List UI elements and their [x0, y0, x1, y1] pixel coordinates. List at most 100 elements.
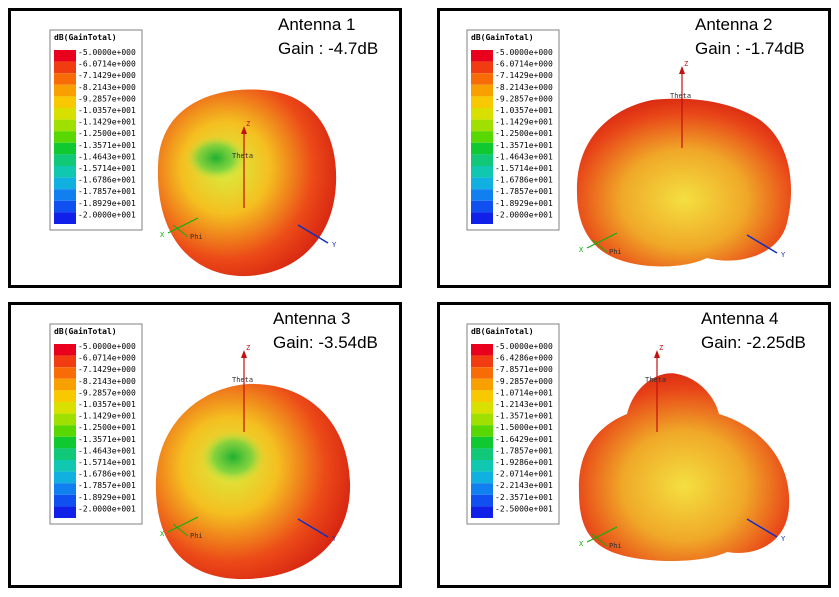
legend-swatch [54, 142, 76, 155]
legend-label: -8.2143e+000 [78, 377, 136, 386]
legend-label: -1.4643e+001 [78, 152, 136, 161]
legend-swatch [471, 96, 493, 108]
x-axis [167, 217, 199, 234]
legend-swatch [471, 448, 493, 460]
panel: Z Theta Y X Phi dB(GainTotal) -5.0000e+000 -6.0… [8, 302, 402, 588]
legend-label: -2.0714e+001 [495, 470, 553, 479]
null-spot [201, 431, 265, 483]
phi-label: Phi [190, 233, 203, 241]
legend-label: -6.0714e+000 [78, 60, 136, 69]
legend-label: -7.8571e+000 [495, 365, 553, 374]
legend-swatch [471, 61, 493, 74]
legend-label: -1.6786e+001 [495, 176, 553, 185]
gain-label: Gain : -1.74dB [695, 39, 805, 58]
phi-arc [591, 239, 608, 253]
legend-label: -1.8929e+001 [495, 199, 553, 208]
legend-label: -6.0714e+000 [495, 60, 553, 69]
gain-label: Gain: -3.54dB [273, 333, 378, 352]
panel: Z Theta Y X Phi dB(GainTotal) -5.0000e+000 -6.0… [8, 8, 402, 288]
legend-swatch [471, 344, 493, 356]
legend-label: -1.6786e+001 [78, 470, 136, 479]
legend-swatch [471, 460, 493, 472]
legend-title: dB(GainTotal) [471, 326, 534, 336]
antenna-title: Antenna 4 [701, 309, 779, 328]
legend-label: -5.0000e+000 [78, 342, 136, 351]
legend-label: -8.2143e+000 [495, 83, 553, 92]
legend-label: -1.8929e+001 [78, 493, 136, 502]
phi-label: Phi [190, 532, 203, 540]
legend-swatch [471, 119, 493, 132]
legend-label: -2.0000e+001 [78, 504, 136, 513]
z-label: Z [246, 120, 250, 128]
x-axis [167, 516, 199, 533]
legend-swatch [54, 108, 76, 120]
legend-swatch [471, 483, 493, 495]
legend-swatch [471, 200, 493, 213]
legend-label: -1.0357e+001 [78, 106, 136, 115]
legend-swatch [54, 355, 76, 368]
legend-swatch [471, 367, 493, 379]
legend-swatch [54, 119, 76, 132]
legend-swatch [54, 367, 76, 379]
z-arrow [241, 126, 247, 134]
legend-label: -5.0000e+000 [495, 48, 553, 57]
legend-label: -1.5714e+001 [495, 164, 553, 173]
legend-swatch [54, 61, 76, 74]
legend-swatch [54, 189, 76, 201]
legend-swatch [471, 73, 493, 85]
antenna-title: Antenna 2 [695, 15, 773, 34]
legend-label: -1.4643e+001 [495, 152, 553, 161]
legend-swatch [471, 413, 493, 426]
legend-label: -1.7857e+001 [495, 446, 553, 455]
legend-label: -1.5714e+001 [78, 164, 136, 173]
legend-swatch [54, 506, 76, 518]
legend-label: -2.3571e+001 [495, 493, 553, 502]
legend-swatch [54, 50, 76, 62]
legend-label: -1.2500e+001 [78, 423, 136, 432]
legend-label: -1.4643e+001 [78, 446, 136, 455]
legend-label: -1.9286e+001 [495, 458, 553, 467]
legend-label: -1.2143e+001 [495, 400, 553, 409]
legend-label: -7.1429e+000 [78, 365, 136, 374]
x-label: X [160, 231, 165, 239]
z-arrow [679, 66, 685, 74]
legend-swatch [54, 390, 76, 402]
gain-label: Gain : -4.7dB [278, 39, 378, 58]
null-spot [186, 136, 246, 180]
legend-swatch [471, 142, 493, 155]
phi-arc [172, 523, 189, 537]
legend-swatch [471, 471, 493, 484]
legend-label: -5.0000e+000 [78, 48, 136, 57]
legend-swatch [54, 131, 76, 143]
legend-label: -6.4286e+000 [495, 354, 553, 363]
legend-label: -1.5000e+001 [495, 423, 553, 432]
legend-swatch [471, 166, 493, 178]
phi-label: Phi [609, 248, 622, 256]
legend-swatch [54, 154, 76, 166]
legend-swatch [54, 166, 76, 178]
legend-label: -1.7857e+001 [78, 481, 136, 490]
legend-label: -1.5714e+001 [78, 458, 136, 467]
legend-swatch [54, 200, 76, 213]
legend-swatch [471, 390, 493, 402]
gain-label: Gain: -2.25dB [701, 333, 806, 352]
legend-swatch [471, 50, 493, 62]
theta-label: Theta [670, 92, 691, 100]
legend-swatch [471, 402, 493, 414]
legend-label: -5.0000e+000 [495, 342, 553, 351]
y-label: Y [332, 241, 337, 249]
legend-label: -1.1429e+001 [495, 118, 553, 127]
legend-label: -1.3571e+001 [78, 141, 136, 150]
radiation-pattern [157, 89, 337, 277]
panel: Z Theta Y X Phi dB(GainTotal) -5.0000e+000 -6.0… [437, 8, 831, 288]
legend-label: -1.0357e+001 [495, 106, 553, 115]
legend-swatch [471, 425, 493, 437]
legend-label: -1.3571e+001 [495, 141, 553, 150]
z-arrow [654, 350, 660, 358]
legend-swatch [471, 212, 493, 224]
legend-label: -1.1429e+001 [78, 412, 136, 421]
theta-label: Theta [645, 376, 666, 384]
legend-label: -1.2500e+001 [495, 129, 553, 138]
phi-arc [591, 533, 608, 547]
